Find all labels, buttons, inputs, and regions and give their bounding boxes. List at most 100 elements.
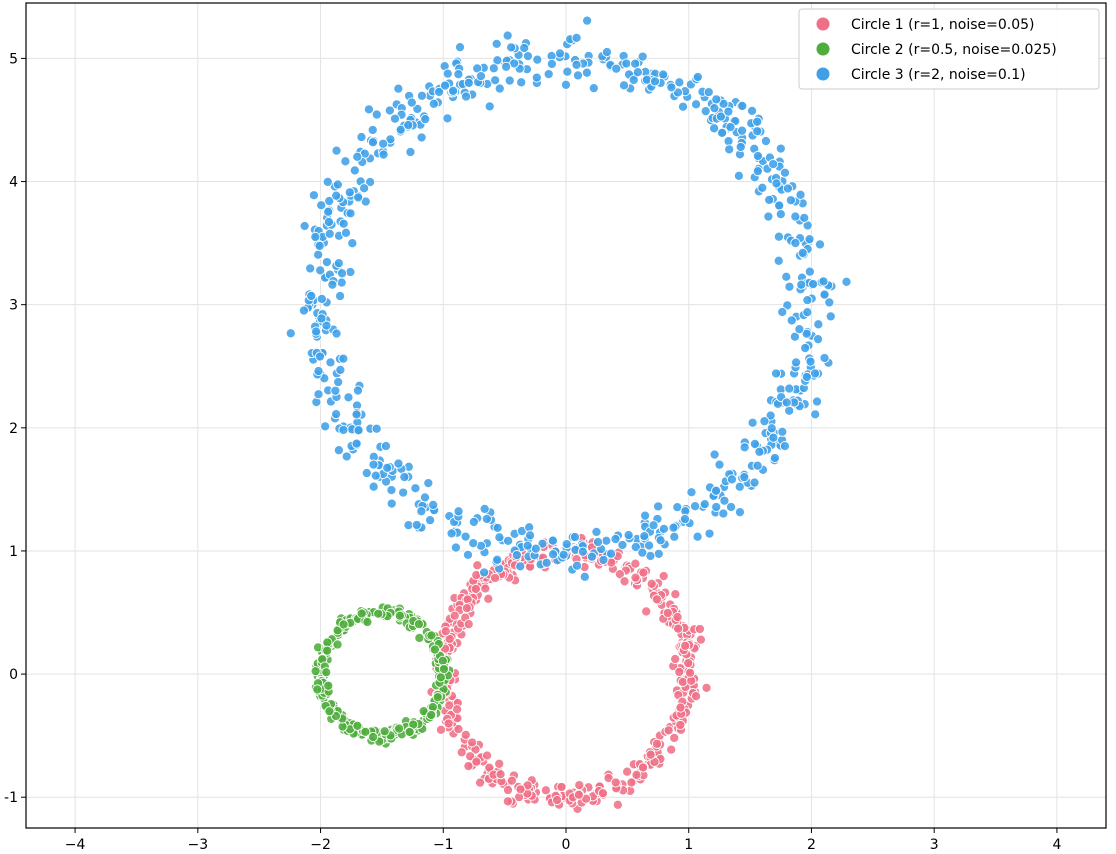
data-point [345,208,356,219]
data-point [754,446,765,457]
data-point [475,71,487,82]
data-point [674,77,685,88]
data-point [420,114,431,125]
data-point [349,165,360,176]
data-point [463,619,474,630]
data-point [322,645,333,656]
data-point [777,306,788,318]
data-point [814,239,826,250]
data-point [547,535,559,546]
data-point [799,212,810,223]
data-point [582,15,593,26]
data-point [789,331,800,342]
data-point [779,441,790,452]
data-point [502,30,513,41]
data-point [353,425,364,436]
data-point [472,560,483,571]
data-point [331,190,342,201]
data-point [598,554,609,565]
data-point [614,569,625,580]
data-point [332,639,343,650]
data-point [426,709,437,721]
data-point [353,192,364,203]
data-point [331,328,342,339]
data-point [347,238,358,249]
x-tick-label: 4 [1052,837,1061,853]
data-point [321,257,332,268]
data-point [669,531,680,542]
data-point [804,266,815,277]
data-point [331,145,342,156]
data-point [453,724,464,735]
data-point [770,368,782,379]
data-point [808,278,819,290]
data-point [724,144,735,155]
data-point [773,231,784,242]
data-point [631,769,642,780]
data-point [460,729,471,740]
data-point [338,353,349,364]
data-point [623,530,634,541]
data-point [501,61,512,72]
data-point [356,132,367,143]
data-point [515,784,526,795]
data-point [352,151,363,162]
legend-marker [816,17,830,31]
data-point [323,217,334,228]
data-point [704,528,715,539]
data-point [442,113,453,124]
data-point [739,472,750,483]
data-point [416,132,427,143]
data-point [492,554,503,565]
data-point [543,69,554,80]
data-point [462,549,474,560]
data-point [717,127,728,138]
data-point [412,103,423,114]
data-point [371,109,382,120]
data-point [344,187,355,198]
data-point [333,445,344,456]
data-point [428,499,439,510]
grid-lines [26,3,1106,828]
data-point [541,557,552,568]
data-point [725,122,736,133]
data-point [658,571,669,582]
data-point [666,744,677,755]
data-point [709,449,720,460]
data-point [394,723,405,734]
data-point [630,572,641,583]
data-point [495,769,506,780]
data-point [389,113,401,124]
data-point [763,211,774,222]
data-point [690,501,701,512]
data-point [450,542,461,553]
data-point [338,218,349,229]
data-point [547,549,559,560]
data-point [645,749,656,760]
data-point [795,189,806,200]
data-point [752,126,763,137]
data-point [626,777,637,788]
data-point [628,74,639,86]
data-point [819,352,830,364]
data-point [463,761,474,772]
data-point [432,692,443,703]
data-point [841,276,852,287]
data-point [749,438,760,449]
data-point [677,676,688,687]
data-point [723,106,734,117]
data-point [726,474,737,485]
data-point [540,785,551,796]
data-point [686,487,697,498]
data-point [611,63,622,74]
data-point [649,76,661,87]
data-point [461,603,472,614]
data-point [560,79,572,90]
data-point [680,640,691,651]
data-point [313,389,324,400]
data-point [710,485,722,496]
data-point [316,293,327,305]
data-point [330,385,341,396]
data-point [581,67,592,78]
data-point [639,531,650,542]
